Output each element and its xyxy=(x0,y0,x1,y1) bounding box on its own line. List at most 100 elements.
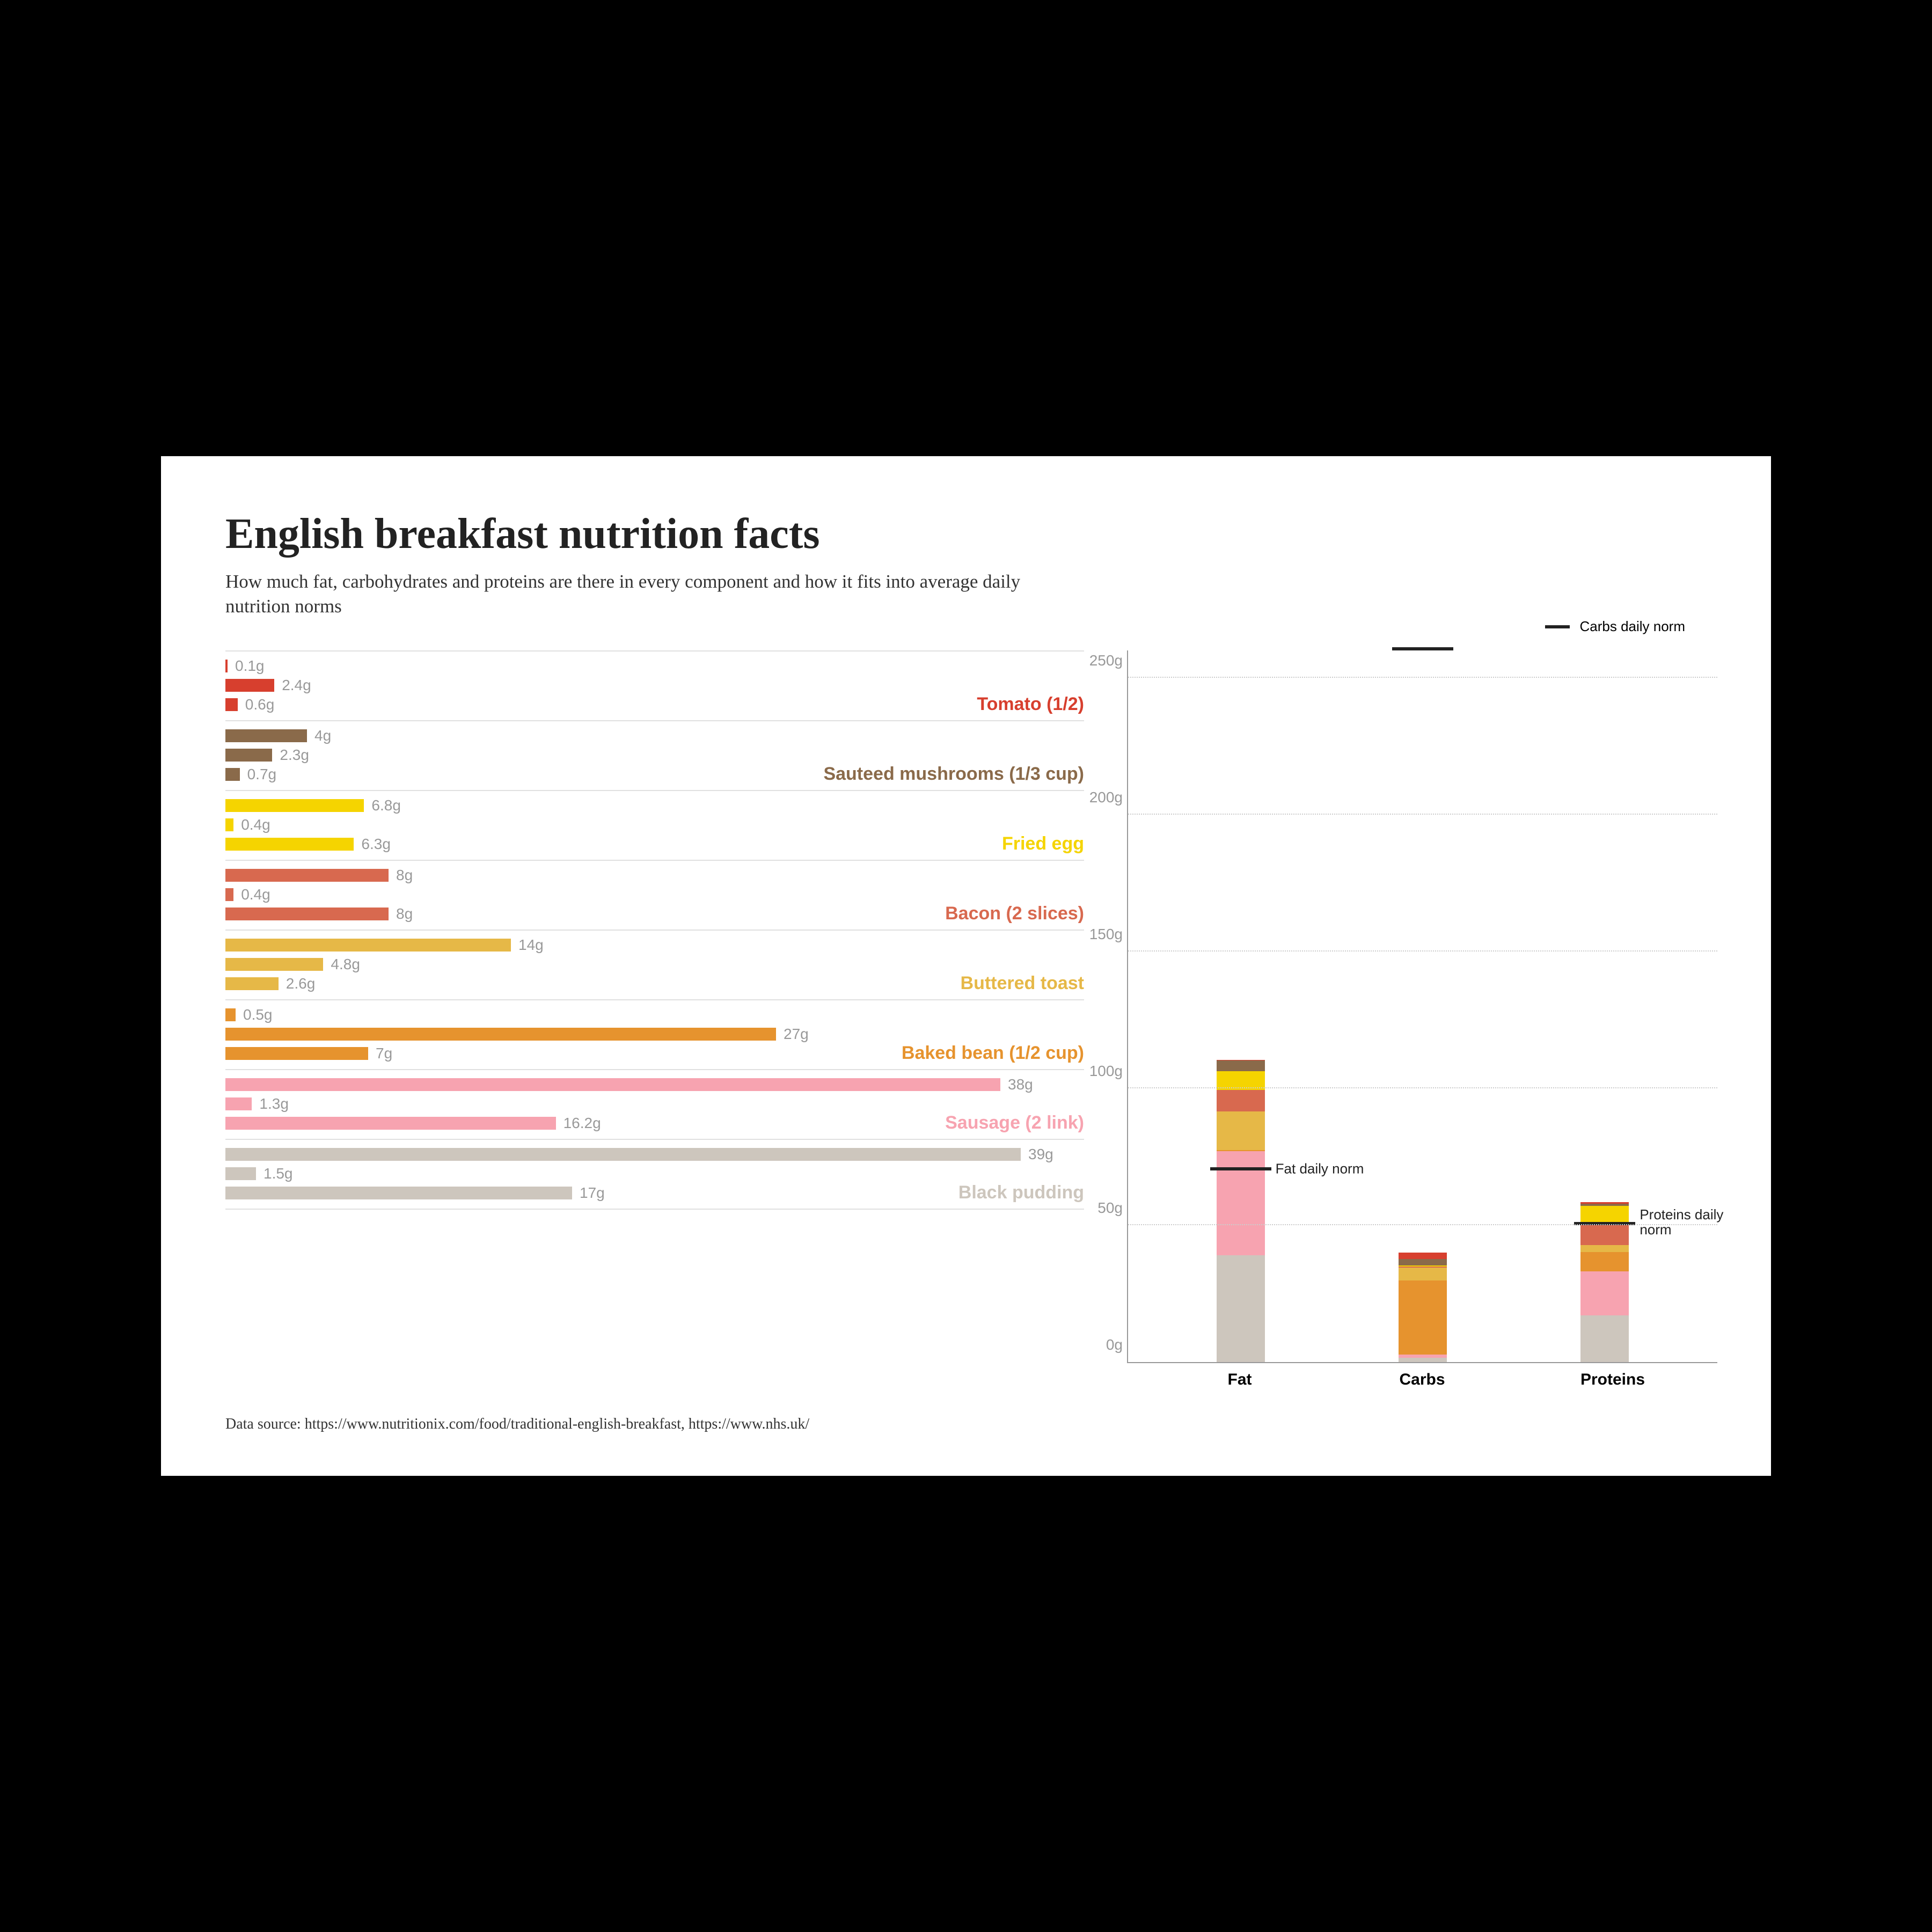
bar xyxy=(225,1078,1000,1091)
bar xyxy=(225,1117,556,1130)
norm-swatch xyxy=(1545,625,1570,628)
bar xyxy=(225,1028,776,1041)
bar xyxy=(225,869,389,882)
stack-column-fat: Fat daily norm xyxy=(1217,650,1265,1362)
bar-value-label: 2.6g xyxy=(286,975,316,992)
bar-value-label: 7g xyxy=(376,1045,392,1062)
food-block: 0.5g27g7gBaked bean (1/2 cup) xyxy=(225,1000,1084,1070)
bar xyxy=(225,818,233,831)
stack-column-wrap: Fat daily norm xyxy=(1217,650,1265,1362)
bar-row-carbs: 0.4g xyxy=(225,887,1084,903)
food-name-label: Sauteed mushrooms (1/3 cup) xyxy=(823,764,1084,785)
y-tick-label: 200g xyxy=(1080,789,1123,806)
bar-value-label: 2.4g xyxy=(282,677,311,694)
bar xyxy=(225,1097,252,1110)
bar-value-label: 8g xyxy=(396,905,413,923)
bar-row-fat: 39g xyxy=(225,1146,1084,1162)
food-block: 14g4.8g2.6gButtered toast xyxy=(225,931,1084,1000)
bar-row-carbs: 4.8g xyxy=(225,956,1084,972)
bar xyxy=(225,888,233,901)
bar xyxy=(225,749,272,762)
food-block: 0.1g 2.4g 0.6gTomato (1/2) xyxy=(225,650,1084,721)
per-food-bars: 0.1g2.4g0.6gTomato (1/2)4g2.3g0.7gSautee… xyxy=(225,650,1084,1389)
bar-row-carbs: 1.5g xyxy=(225,1166,1084,1182)
bar-row-fat: 4g xyxy=(225,728,1084,744)
page-subtitle: How much fat, carbohydrates and proteins… xyxy=(225,569,1084,618)
bar xyxy=(225,660,228,672)
bar-row-carbs: 27g xyxy=(225,1026,1084,1042)
content-row: 0.1g2.4g0.6gTomato (1/2)4g2.3g0.7gSautee… xyxy=(225,650,1717,1389)
stack-segment xyxy=(1399,1268,1447,1280)
stack-segment xyxy=(1399,1358,1447,1362)
y-tick-label: 50g xyxy=(1080,1199,1123,1217)
stack-segment xyxy=(1580,1206,1629,1223)
header: English breakfast nutrition facts How mu… xyxy=(225,510,1717,618)
y-tick-label: 100g xyxy=(1080,1063,1123,1080)
stack-segment xyxy=(1217,1090,1265,1112)
stack-segment xyxy=(1217,1255,1265,1362)
x-label: Fat xyxy=(1216,1371,1264,1389)
bar xyxy=(225,1047,368,1060)
bar xyxy=(225,908,389,920)
stacked-bars: Fat daily normCarbs daily normProteins d… xyxy=(1128,650,1717,1362)
bar xyxy=(225,939,511,952)
gridline xyxy=(1128,677,1717,678)
x-label: Carbs xyxy=(1398,1371,1446,1389)
bar-value-label: 0.7g xyxy=(247,766,277,783)
food-name-label: Black pudding xyxy=(958,1182,1084,1203)
norm-legend: Carbs daily norm xyxy=(1545,618,1685,635)
bar-value-label: 6.8g xyxy=(371,797,401,814)
food-name-label: Sausage (2 link) xyxy=(945,1113,1084,1133)
bar-value-label: 17g xyxy=(580,1184,605,1202)
bar-row-fat: 6.8g xyxy=(225,797,1084,814)
bar-value-label: 4.8g xyxy=(331,956,360,973)
bar-value-label: 0.1g xyxy=(235,657,265,675)
stack-segment xyxy=(1580,1245,1629,1252)
plot-area: Fat daily normCarbs daily normProteins d… xyxy=(1127,650,1717,1363)
bar-row-carbs: 1.3g xyxy=(225,1096,1084,1112)
stack-column-wrap: Carbs daily norm xyxy=(1399,650,1447,1362)
y-tick-label: 150g xyxy=(1080,926,1123,943)
bar xyxy=(225,1187,572,1199)
bar xyxy=(225,1008,236,1021)
bar-row-carbs: 2.4g xyxy=(225,677,1084,693)
bar-row-protein: 2.6g xyxy=(225,976,1084,992)
bar xyxy=(225,698,238,711)
food-name-label: Fried egg xyxy=(1002,833,1084,854)
bar-value-label: 38g xyxy=(1008,1076,1033,1093)
bar-row-protein: 0.6g xyxy=(225,697,1084,713)
food-block: 38g 1.3g 16.2g Sausage (2 link) xyxy=(225,1070,1084,1140)
stack-column-carbs: Carbs daily norm xyxy=(1399,650,1447,1362)
stack-segment xyxy=(1580,1223,1629,1245)
gridline xyxy=(1128,1087,1717,1088)
norm-line xyxy=(1210,1167,1271,1170)
stacked-daily-chart: Carbs daily norm Fat daily normCarbs dai… xyxy=(1127,650,1717,1389)
bar-value-label: 4g xyxy=(314,727,331,744)
food-block: 6.8g0.4g6.3gFried egg xyxy=(225,791,1084,861)
food-name-label: Tomato (1/2) xyxy=(977,694,1084,715)
bar xyxy=(225,729,307,742)
bar-value-label: 1.3g xyxy=(259,1095,289,1113)
bar-value-label: 0.4g xyxy=(241,886,270,903)
stack-segment xyxy=(1217,1060,1265,1071)
stack-segment xyxy=(1399,1280,1447,1355)
stack-segment xyxy=(1580,1252,1629,1271)
bar-value-label: 27g xyxy=(784,1026,809,1043)
bar xyxy=(225,958,323,971)
x-axis-labels: FatCarbsProteins xyxy=(1127,1363,1717,1389)
bar xyxy=(225,799,364,812)
bar-value-label: 0.4g xyxy=(241,816,270,833)
norm-legend-label: Carbs daily norm xyxy=(1579,618,1685,635)
y-tick-label: 0g xyxy=(1080,1336,1123,1353)
food-block: 8g0.4g8gBacon (2 slices) xyxy=(225,861,1084,931)
bar-value-label: 16.2g xyxy=(564,1115,601,1132)
data-source: Data source: https://www.nutritionix.com… xyxy=(225,1416,1717,1433)
y-tick-label: 250g xyxy=(1080,652,1123,669)
stack-segment xyxy=(1580,1315,1629,1362)
stack-segment xyxy=(1580,1271,1629,1316)
bar xyxy=(225,768,240,781)
bar xyxy=(225,977,279,990)
infographic-card: English breakfast nutrition facts How mu… xyxy=(161,456,1771,1476)
bar xyxy=(225,679,274,692)
bar-row-fat: 0.5g xyxy=(225,1007,1084,1023)
